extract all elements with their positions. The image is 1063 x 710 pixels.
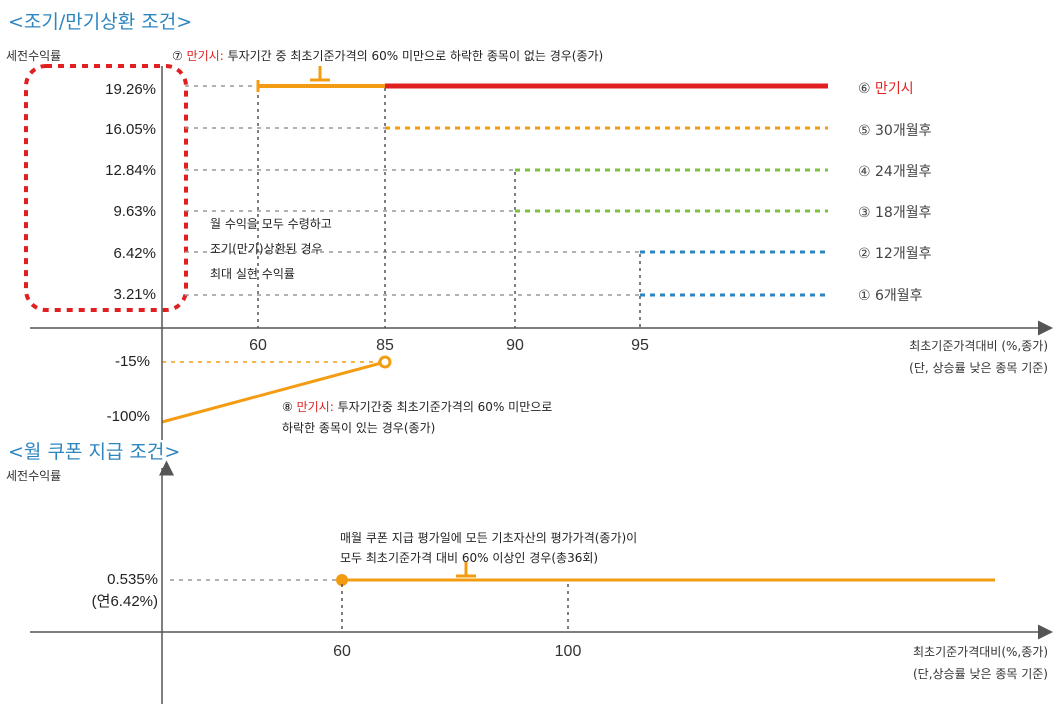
section2-x-tick-100: 100 xyxy=(555,643,582,660)
section2-note-line1: 매월 쿠폰 지급 평가일에 모든 기초자산의 평가가격(종가)이 xyxy=(340,531,637,545)
rate-label-9: 9.63% xyxy=(113,203,156,220)
loss-line xyxy=(161,360,386,424)
note7-red: 만기시: xyxy=(187,49,224,63)
note8-line1: ⑧ 만기시: 투자기간중 최초기준가격의 60% 미만으로 xyxy=(282,400,552,414)
x-drops xyxy=(257,88,641,328)
rate-label-19: 19.26% xyxy=(105,81,156,98)
x-tick-95: 95 xyxy=(631,337,649,354)
coupon-rate-label: 0.535% xyxy=(107,571,158,588)
x-tick-85: 85 xyxy=(376,337,394,354)
section2-note-line2: 모두 최초기준가격 대비 60% 이상인 경우(총36회) xyxy=(340,551,598,565)
section1-x-axis-sub: (단, 상승률 낮은 종목 기준) xyxy=(909,361,1048,375)
rate-guides xyxy=(185,85,640,296)
center-note-line1: 월 수익을 모두 수령하고 xyxy=(210,217,332,231)
section2-title: <월 쿠폰 지급 조건> xyxy=(8,441,180,463)
right-label-1-text: 6개월후 xyxy=(875,288,923,304)
rate-label-16: 16.05% xyxy=(105,121,156,138)
loss-point-85 xyxy=(378,355,392,369)
right-label-5-num: ⑤ xyxy=(858,123,871,139)
right-label-4: ④ 24개월후 xyxy=(858,164,932,180)
right-label-1: ① 6개월후 xyxy=(858,288,923,304)
section1-x-axis-label: 최초기준가격대비 (%,종가) xyxy=(909,339,1048,353)
section2-x-tick-60: 60 xyxy=(333,643,351,660)
right-label-3-text: 18개월후 xyxy=(875,205,932,221)
note7-text: 투자기간 중 최초기준가격의 60% 미만으로 하락한 종목이 없는 경우(종가… xyxy=(224,49,604,63)
neg-label-100: -100% xyxy=(107,408,150,425)
x-tick-90: 90 xyxy=(506,337,524,354)
coupon-rate-sub: (연6.42%) xyxy=(92,593,158,610)
right-label-6-text: 만기시 xyxy=(875,81,914,97)
note8-red: 만기시: xyxy=(297,400,334,414)
section2-x-axis-label: 최초기준가격대비(%,종가) xyxy=(913,645,1048,659)
note8-line2: 하락한 종목이 있는 경우(종가) xyxy=(282,421,435,435)
rate-label-3: 3.21% xyxy=(113,286,156,303)
section2-y-axis-label: 세전수익률 xyxy=(6,469,61,483)
section1-y-axis-label: 세전수익률 xyxy=(6,49,61,63)
right-label-1-num: ① xyxy=(858,288,871,304)
right-label-5-text: 30개월후 xyxy=(875,123,932,139)
note7: ⑦ 만기시: 투자기간 중 최초기준가격의 60% 미만으로 하락한 종목이 없… xyxy=(172,49,603,63)
right-label-6: ⑥ 만기시 xyxy=(858,81,914,97)
rate-highlight-box xyxy=(24,64,188,312)
note7-prefix: ⑦ xyxy=(172,49,187,63)
rate-label-12: 12.84% xyxy=(105,162,156,179)
right-label-3: ③ 18개월후 xyxy=(858,205,932,221)
rate-label-6: 6.42% xyxy=(113,245,156,262)
coupon-start-point xyxy=(336,574,348,586)
section2-x-axis-sub: (단,상승률 낮은 종목 기준) xyxy=(913,667,1048,681)
note8-prefix: ⑧ xyxy=(282,400,297,414)
right-label-3-num: ③ xyxy=(858,205,871,221)
right-label-2: ② 12개월후 xyxy=(858,246,932,262)
right-label-5: ⑤ 30개월후 xyxy=(858,123,932,139)
right-label-4-num: ④ xyxy=(858,164,871,180)
right-label-6-num: ⑥ xyxy=(858,81,871,97)
right-label-2-num: ② xyxy=(858,246,871,262)
right-label-4-text: 24개월후 xyxy=(875,164,932,180)
neg-label-15: -15% xyxy=(115,353,150,370)
center-note-line3: 최대 실현 수익률 xyxy=(210,267,295,281)
section1-title: <조기/만기상환 조건> xyxy=(8,11,192,33)
note8-text1: 투자기간중 최초기준가격의 60% 미만으로 xyxy=(334,400,553,414)
x-tick-60: 60 xyxy=(249,337,267,354)
right-label-2-text: 12개월후 xyxy=(875,246,932,262)
center-note-line2: 조기(만기)상환된 경우 xyxy=(210,242,323,256)
